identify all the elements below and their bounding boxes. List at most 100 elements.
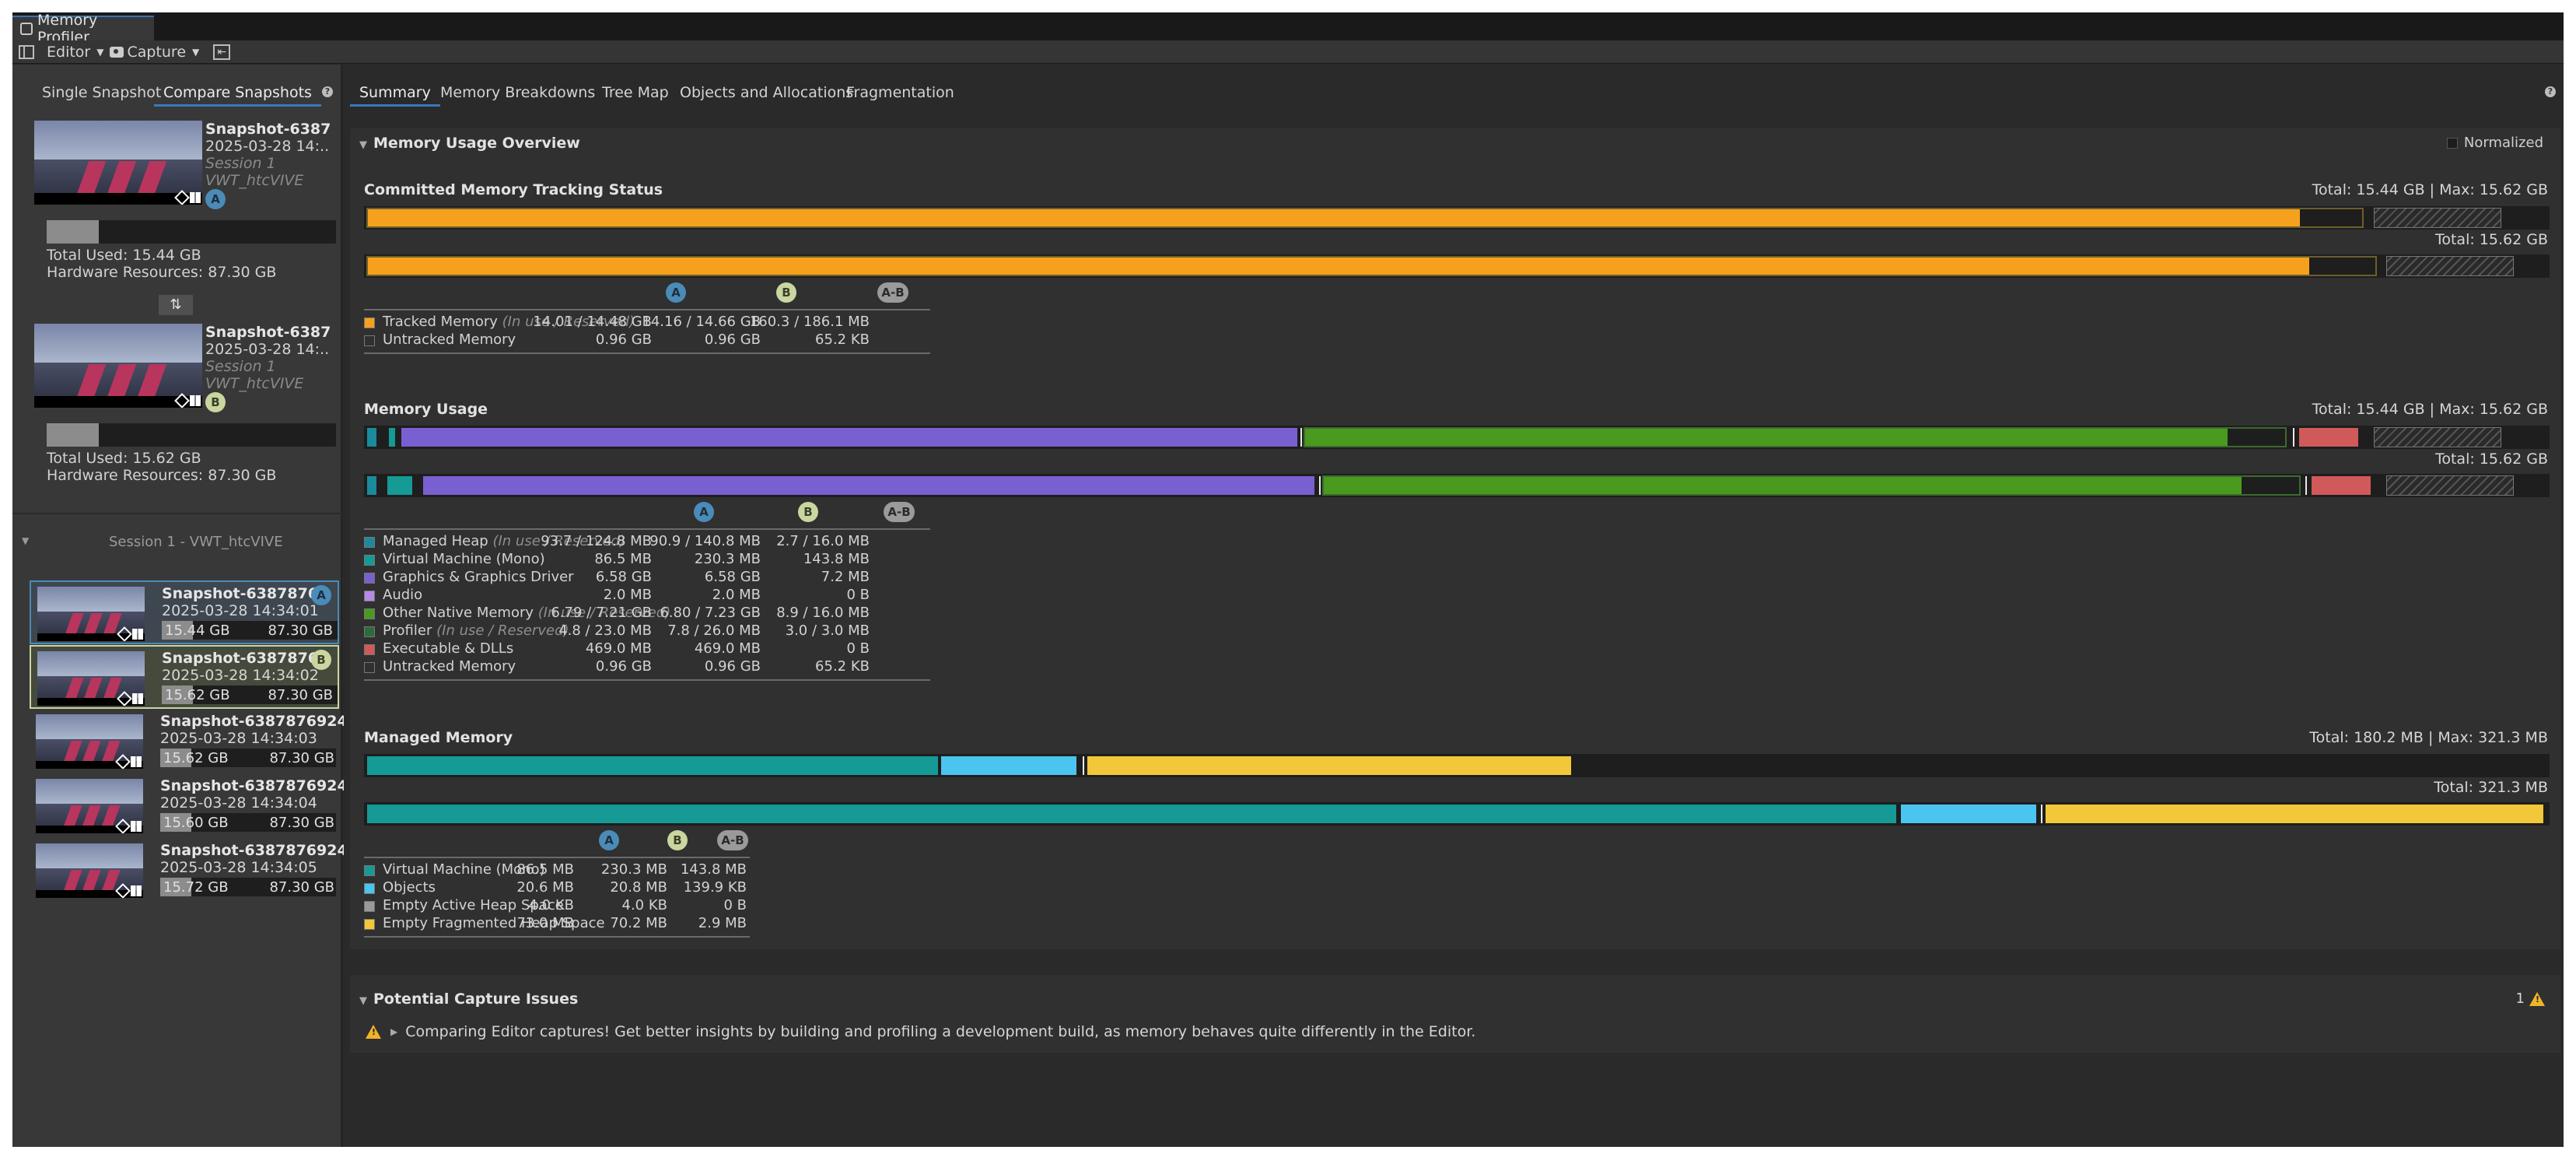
swap-snapshots-button[interactable]: ⇅: [159, 295, 193, 315]
snapshot-a-device: VWT_htcVIVE: [205, 172, 304, 189]
legend-row[interactable]: Untracked Memory 0.96 GB 0.96 GB 65.2 KB: [364, 658, 930, 675]
session-snapshot-row[interactable]: Snapshot-63878769 2025-03-28 14:34:01 15.4…: [30, 580, 339, 644]
legend-label: Tracked Memory (In use / Reserved): [383, 314, 635, 331]
legend-note: (In use / Reserved): [537, 605, 671, 621]
executable-dlls-segment[interactable]: [2299, 428, 2358, 447]
snapshot-b-card[interactable]: Snapshot-6387 2025-03-28 14:.. Session 1…: [34, 324, 338, 484]
editor-target-dropdown[interactable]: Editor ▼: [47, 44, 103, 61]
legend-row[interactable]: Audio 2.0 MB 2.0 MB 0 B: [364, 587, 930, 604]
snapshot-badge: A: [311, 585, 331, 605]
tab-single-snapshot[interactable]: Single Snapshot: [42, 84, 162, 101]
legend-value-b: 6.80 / 7.23 GB: [660, 605, 761, 621]
collapse-arrow-icon: ▼: [22, 535, 30, 546]
capture-dropdown[interactable]: Capture ▼: [110, 44, 199, 61]
tab-objects-and-allocations[interactable]: Objects and Allocations: [680, 84, 854, 101]
committed-total-b: Total: 15.62 GB: [2434, 231, 2548, 248]
untracked-memory-segment[interactable]: [2386, 475, 2514, 496]
legend-row[interactable]: Untracked Memory 0.96 GB 0.96 GB 65.2 KB: [364, 331, 930, 349]
tracked-memory-segment[interactable]: [367, 209, 2300, 227]
objects-segment[interactable]: [941, 756, 1076, 775]
tab-summary[interactable]: Summary: [350, 79, 440, 107]
legend-badges: A B A-B: [364, 830, 750, 852]
tab-compare-snapshots[interactable]: Compare Snapshots: [154, 79, 321, 107]
untracked-memory-segment[interactable]: [2386, 256, 2514, 276]
legend-label-text: Executable & DLLs: [383, 640, 514, 657]
toggle-sidebar-icon[interactable]: [19, 44, 34, 59]
legend-value-diff: 2.7 / 16.0 MB: [776, 533, 870, 549]
collapse-arrow-icon: ▼: [359, 995, 367, 1007]
legend-row[interactable]: Tracked Memory (In use / Reserved) 14.01 …: [364, 314, 930, 331]
help-icon[interactable]: ?: [322, 86, 333, 97]
legend-row[interactable]: Profiler (In use / Reserved) 4.8 / 23.0 M…: [364, 622, 930, 640]
virtual-machine-segment[interactable]: [389, 428, 395, 447]
legend-label: Profiler (In use / Reserved): [383, 622, 569, 640]
session-snapshot-row[interactable]: Snapshot-63878769 2025-03-28 14:34:02 15.6…: [30, 645, 339, 709]
committed-bar-a[interactable]: [364, 206, 2550, 230]
legend-swatch: [364, 591, 375, 601]
window-tab[interactable]: Memory Profiler: [12, 12, 154, 46]
legend-value-diff: 139.9 KB: [683, 879, 747, 896]
legend-row[interactable]: Managed Heap (In use / Reserved) 93.7 / 1…: [364, 533, 930, 550]
managed-memory-bar-b[interactable]: [364, 802, 2550, 826]
overview-header[interactable]: ▼ Memory Usage Overview: [359, 135, 580, 152]
expand-arrow-icon[interactable]: ▶: [390, 1026, 398, 1037]
legend-value-b: 4.0 KB: [621, 897, 668, 913]
untracked-memory-segment[interactable]: [2374, 208, 2501, 228]
legend-note: (In use / Reserved): [492, 533, 625, 549]
legend-value-a: 20.6 MB: [516, 879, 574, 896]
managed-heap-segment[interactable]: [367, 428, 376, 447]
managed-memory-bar-a[interactable]: [364, 754, 2550, 777]
legend-row[interactable]: Virtual Machine (Mono) 86.5 MB 230.3 MB 143…: [364, 551, 930, 568]
tab-fragmentation[interactable]: Fragmentation: [846, 84, 954, 101]
chevron-down-icon: ▼: [96, 46, 104, 58]
executable-dlls-segment[interactable]: [2312, 476, 2371, 495]
tab-memory-breakdowns[interactable]: Memory Breakdowns: [440, 84, 596, 101]
legend-row[interactable]: Empty Active Heap Space 4.0 KB 4.0 KB 0 B: [364, 897, 750, 914]
other-native-segment[interactable]: [1305, 428, 2228, 447]
untracked-memory-segment[interactable]: [2374, 427, 2501, 447]
graphics-segment[interactable]: [423, 476, 1314, 495]
help-icon[interactable]: ?: [2545, 86, 2556, 97]
snapshot-a-card[interactable]: Snapshot-6387 2025-03-28 14:.. Session 1…: [34, 121, 338, 281]
legend-value-b: 0.96 GB: [704, 658, 761, 675]
graphics-segment[interactable]: [401, 428, 1297, 447]
tab-tree-map[interactable]: Tree Map: [602, 84, 669, 101]
unity-icon: [117, 691, 132, 706]
virtual-machine-segment[interactable]: [367, 805, 1896, 823]
legend-value-b: 6.58 GB: [704, 569, 761, 585]
session-snapshot-row[interactable]: Snapshot-63878769245 2025-03-28 14:34:04 1…: [30, 774, 358, 838]
badge-b: B: [776, 282, 796, 303]
session-snapshot-row[interactable]: Snapshot-63878769244 2025-03-28 14:34:03 1…: [30, 710, 358, 773]
memory-profiler-icon: [20, 23, 33, 35]
memory-usage-bar-a[interactable]: [364, 426, 2550, 449]
legend-row[interactable]: Virtual Machine (Mono) 86.5 MB 230.3 MB 143…: [364, 861, 750, 878]
managed-heap-segment[interactable]: [367, 476, 376, 495]
committed-bar-b[interactable]: [364, 254, 2550, 278]
issues-header[interactable]: ▼ Potential Capture Issues: [359, 990, 578, 1008]
issue-item[interactable]: ▶ Comparing Editor captures! Get better …: [366, 1023, 1475, 1040]
normalized-checkbox[interactable]: [2446, 137, 2458, 149]
empty-fragmented-heap-segment[interactable]: [1087, 756, 1571, 775]
snapshot-name: Snapshot-63878769245: [160, 777, 358, 794]
memory-usage-bar-b[interactable]: [364, 474, 2550, 497]
session-snapshot-row[interactable]: Snapshot-63878769246 2025-03-28 14:34:05 1…: [30, 839, 358, 903]
virtual-machine-segment[interactable]: [367, 756, 938, 775]
normalized-toggle[interactable]: Normalized: [2446, 135, 2543, 151]
overview-title: Memory Usage Overview: [373, 135, 580, 152]
import-snapshot-icon[interactable]: ⇤: [213, 44, 231, 60]
virtual-machine-segment[interactable]: [387, 476, 412, 495]
legend-row[interactable]: Graphics & Graphics Driver 6.58 GB 6.58 GB…: [364, 569, 930, 586]
other-native-segment[interactable]: [1324, 476, 2242, 495]
objects-segment[interactable]: [1901, 805, 2036, 823]
legend-value-b: 90.9 / 140.8 MB: [649, 533, 761, 549]
memory-profiler-window: Memory Profiler Editor ▼ Capture ▼ ⇤ Sin…: [12, 12, 2564, 1150]
legend-row[interactable]: Empty Fragmented Heap Space 73.0 MB 70.2 M…: [364, 915, 750, 932]
legend-row[interactable]: Executable & DLLs 469.0 MB 469.0 MB 0 B: [364, 640, 930, 657]
legend-row[interactable]: Other Native Memory (In use / Reserved) 6…: [364, 605, 930, 622]
empty-fragmented-heap-segment[interactable]: [2046, 805, 2543, 823]
issues-count-value: 1: [2515, 990, 2525, 1007]
legend-row[interactable]: Objects 20.6 MB 20.8 MB 139.9 KB: [364, 879, 750, 896]
legend-label: Graphics & Graphics Driver: [383, 569, 574, 586]
snapshot-b-total-used: Total Used: 15.62 GB: [47, 450, 201, 467]
tracked-memory-segment[interactable]: [367, 257, 2309, 275]
